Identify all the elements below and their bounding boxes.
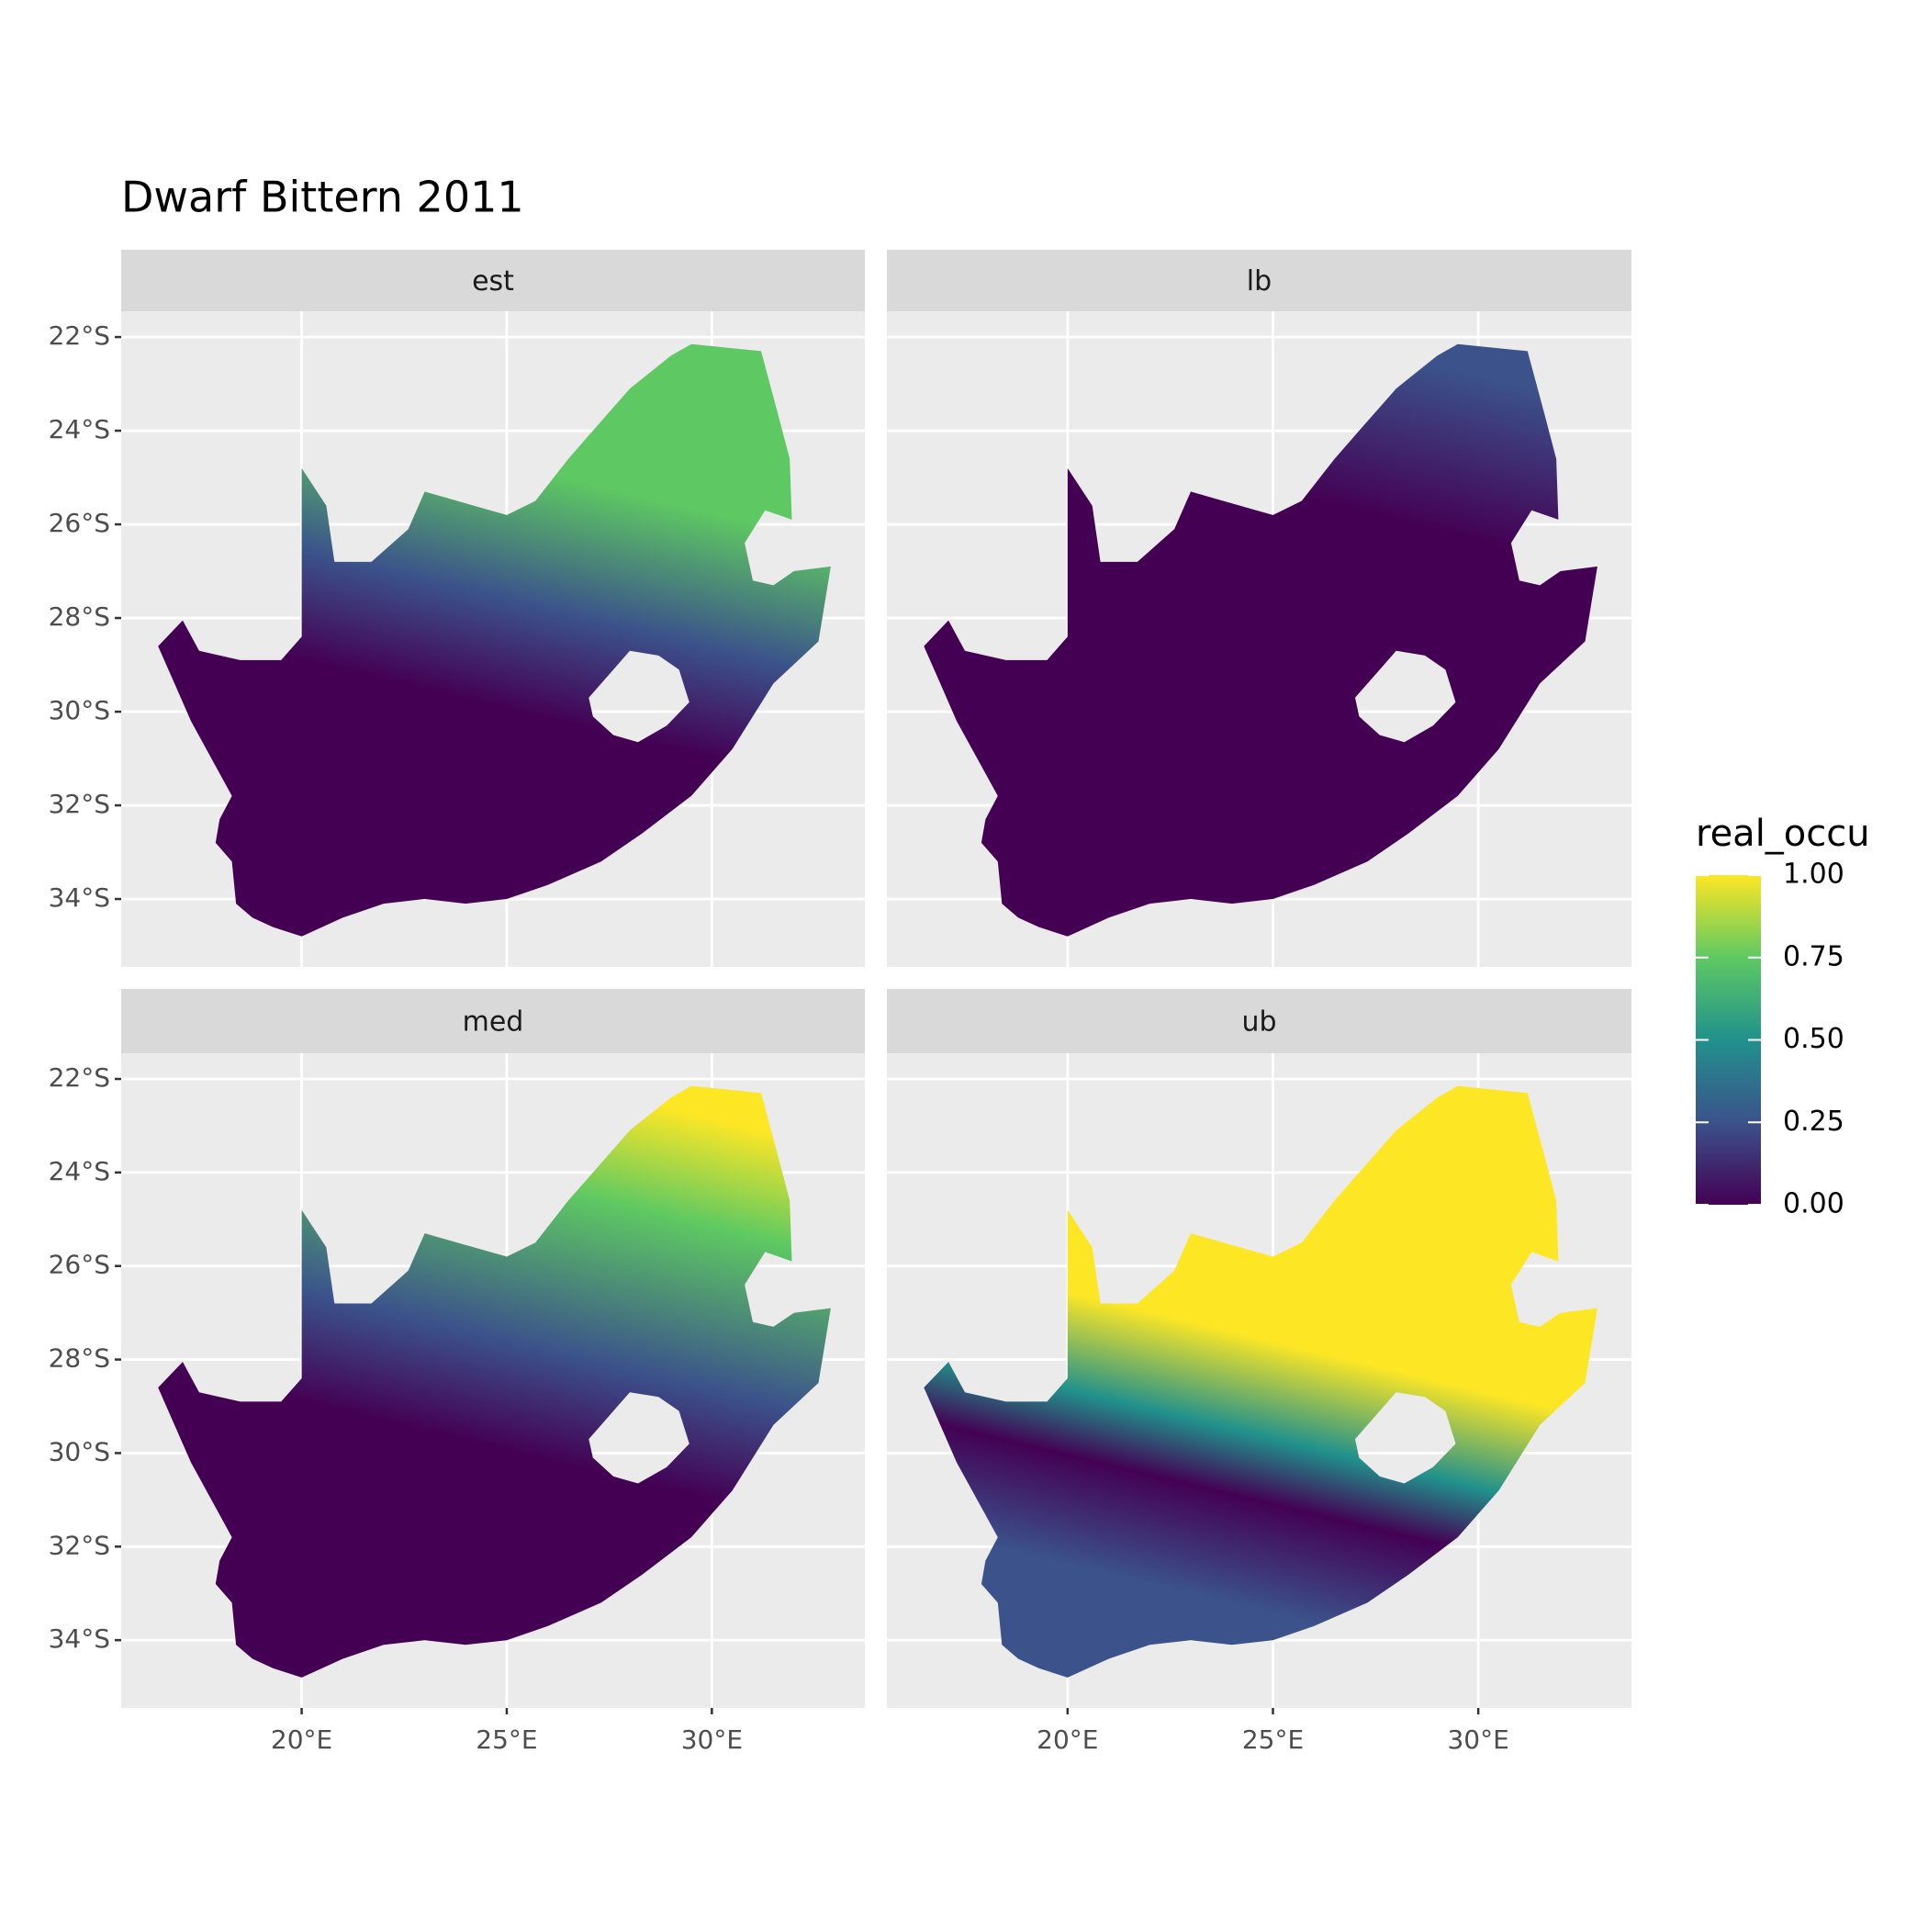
y-tick-label: 22°S xyxy=(49,1062,110,1093)
x-tick-label: 25°E xyxy=(1242,1724,1304,1755)
facet-label: med xyxy=(463,1006,524,1039)
occupancy-raster xyxy=(924,343,1597,937)
facet-panel: med 20°E 25°E 30°E 22°S 24°S 26°S 28°S 30°S 32°S 3… xyxy=(49,989,865,1755)
legend-tick-label: 0.50 xyxy=(1783,1023,1844,1055)
facet-label: est xyxy=(472,265,514,298)
facet-panel: ub 20°E 25°E 30°E xyxy=(887,989,1631,1755)
legend-tick-label: 0.75 xyxy=(1783,940,1844,972)
y-tick-label: 30°S xyxy=(49,1436,110,1466)
facet-strip xyxy=(887,250,1631,311)
y-tick-label: 30°S xyxy=(49,695,110,725)
x-tick-label: 20°E xyxy=(271,1724,332,1755)
legend-tick-label: 0.00 xyxy=(1783,1188,1844,1220)
facet-panel: lb xyxy=(887,250,1631,967)
facet-strip xyxy=(121,250,865,311)
legend-tick-label: 1.00 xyxy=(1783,859,1844,891)
occupancy-raster xyxy=(158,343,831,937)
occupancy-raster xyxy=(158,1085,831,1678)
x-tick-label: 20°E xyxy=(1037,1724,1098,1755)
facet-panel: est 22°S 24°S 26°S 28°S 30°S 32°S 34°S xyxy=(49,250,865,967)
y-tick-label: 26°S xyxy=(49,508,110,538)
y-tick-label: 34°S xyxy=(49,882,110,913)
y-tick-label: 24°S xyxy=(49,414,110,444)
y-tick-label: 22°S xyxy=(49,320,110,351)
y-tick-label: 32°S xyxy=(49,1530,110,1560)
legend-tick-label: 0.25 xyxy=(1783,1106,1844,1138)
y-tick-label: 34°S xyxy=(49,1623,110,1654)
x-tick-label: 30°E xyxy=(681,1724,743,1755)
occupancy-raster xyxy=(924,1085,1597,1678)
y-tick-label: 28°S xyxy=(49,601,110,632)
y-tick-label: 28°S xyxy=(49,1343,110,1374)
legend-title: real_occu xyxy=(1696,813,1870,855)
y-tick-label: 24°S xyxy=(49,1156,110,1186)
x-tick-label: 25°E xyxy=(476,1724,537,1755)
y-tick-label: 26°S xyxy=(49,1250,110,1280)
facet-strip xyxy=(121,989,865,1053)
chart-title: Dwarf Bittern 2011 xyxy=(121,173,524,222)
facet-label: lb xyxy=(1247,265,1272,298)
y-tick-label: 32°S xyxy=(49,789,110,819)
x-tick-label: 30°E xyxy=(1447,1724,1508,1755)
facet-label: ub xyxy=(1241,1006,1276,1039)
facet-strip xyxy=(887,989,1631,1053)
